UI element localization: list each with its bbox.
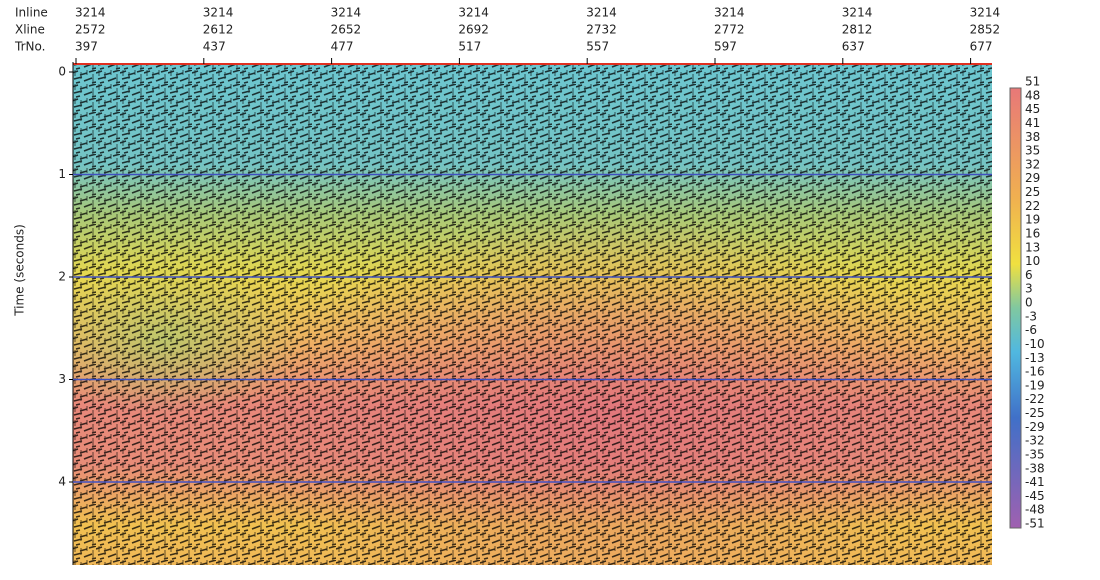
colorbar-label: 35 <box>1025 144 1040 158</box>
row-label: TrNo. <box>14 40 45 54</box>
colorbar-label: 13 <box>1025 240 1040 254</box>
column-inline: 3214 <box>203 6 234 20</box>
colorbar-label: 3 <box>1025 282 1033 296</box>
row-label: Inline <box>15 6 48 20</box>
colorbar-label: -6 <box>1025 323 1037 337</box>
colorbar-label: 41 <box>1025 116 1040 130</box>
colorbar-label: 32 <box>1025 157 1040 171</box>
colorbar-label: -48 <box>1025 503 1045 517</box>
colorbar-label: -10 <box>1025 337 1045 351</box>
column-trno: 597 <box>714 40 737 54</box>
colorbar-label: -41 <box>1025 475 1045 489</box>
column-xline: 2692 <box>458 23 489 37</box>
column-inline: 3214 <box>458 6 489 20</box>
colorbar-label: -35 <box>1025 447 1045 461</box>
colorbar-label: -45 <box>1025 489 1045 503</box>
y-axis-label: Time (seconds) <box>13 224 27 317</box>
colorbar-label: -22 <box>1025 392 1045 406</box>
column-xline: 2772 <box>714 23 745 37</box>
y-tick-label: 0 <box>58 65 66 79</box>
colorbar <box>1009 87 1022 529</box>
seismic-traces <box>73 64 992 565</box>
column-trno: 437 <box>203 40 226 54</box>
column-trno: 517 <box>458 40 481 54</box>
colorbar-label: -32 <box>1025 434 1045 448</box>
colorbar-label: -38 <box>1025 461 1045 475</box>
column-trno: 637 <box>842 40 865 54</box>
column-xline: 2852 <box>970 23 1001 37</box>
column-inline: 3214 <box>586 6 617 20</box>
y-tick-label: 2 <box>58 270 66 284</box>
colorbar-label: -3 <box>1025 309 1037 323</box>
colorbar-label: 19 <box>1025 213 1040 227</box>
y-tick-label: 1 <box>58 167 66 181</box>
column-inline: 3214 <box>970 6 1001 20</box>
column-inline: 3214 <box>714 6 745 20</box>
column-trno: 477 <box>331 40 354 54</box>
colorbar-label: -29 <box>1025 420 1045 434</box>
colorbar-label: -25 <box>1025 406 1045 420</box>
colorbar-label: 45 <box>1025 102 1040 116</box>
colorbar-label: -13 <box>1025 351 1045 365</box>
colorbar-label: 10 <box>1025 254 1040 268</box>
colorbar-label: 16 <box>1025 226 1040 240</box>
column-trno: 557 <box>586 40 609 54</box>
column-inline: 3214 <box>75 6 106 20</box>
colorbar-label: 22 <box>1025 199 1040 213</box>
colorbar-label: -16 <box>1025 365 1045 379</box>
colorbar-label: 48 <box>1025 88 1040 102</box>
colorbar-label: 29 <box>1025 171 1040 185</box>
column-trno: 677 <box>970 40 993 54</box>
column-xline: 2572 <box>75 23 106 37</box>
colorbar-label: 25 <box>1025 185 1040 199</box>
column-xline: 2652 <box>331 23 362 37</box>
colorbar-label: 6 <box>1025 268 1033 282</box>
colorbar-label: -19 <box>1025 378 1045 392</box>
y-tick-label: 3 <box>58 372 66 386</box>
y-tick-label: 4 <box>58 475 66 489</box>
column-trno: 397 <box>75 40 98 54</box>
column-inline: 3214 <box>331 6 362 20</box>
column-xline: 2732 <box>586 23 617 37</box>
row-label: Xline <box>15 23 45 37</box>
column-inline: 3214 <box>842 6 873 20</box>
colorbar-label: 0 <box>1025 296 1033 310</box>
colorbar-label: 51 <box>1025 75 1040 89</box>
colorbar-label: 38 <box>1025 130 1040 144</box>
colorbar-label: -51 <box>1025 517 1045 531</box>
column-xline: 2612 <box>203 23 234 37</box>
column-xline: 2812 <box>842 23 873 37</box>
